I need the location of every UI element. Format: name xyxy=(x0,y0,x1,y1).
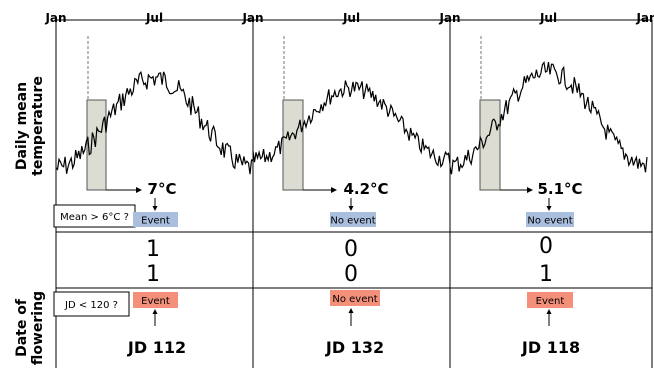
temperature-code: 0 xyxy=(344,237,358,262)
temperature-event-badge xyxy=(133,212,178,227)
arrowhead xyxy=(546,309,552,314)
temperature-event-badge xyxy=(330,212,376,227)
arrowhead xyxy=(546,206,552,211)
flowering-axis-label-line1: Date of xyxy=(14,298,30,357)
month-tick-label: Jan xyxy=(438,11,460,25)
flowering-event-badge xyxy=(527,292,573,308)
flowering-date: JD 112 xyxy=(127,338,186,357)
arrowhead xyxy=(348,206,354,211)
month-tick-label: Jan xyxy=(635,11,654,25)
month-axis: Jan Jul Jan Jul Jan Jul Jan xyxy=(44,11,654,25)
arrowhead xyxy=(152,206,158,211)
temperature-code: 1 xyxy=(146,237,160,262)
temperature-event-label: No event xyxy=(527,216,572,227)
flowering-date: JD 118 xyxy=(521,338,580,357)
averaging-window xyxy=(479,99,501,191)
month-tick-label: Jan xyxy=(241,11,263,25)
arrowhead xyxy=(527,187,533,193)
flowering-event-badge xyxy=(330,290,380,306)
flowering-event-badge xyxy=(133,292,178,308)
temperature-trace xyxy=(55,70,254,175)
month-tick-label: Jul xyxy=(145,11,163,25)
month-tick-label: Jul xyxy=(539,11,557,25)
flowering-code: 1 xyxy=(146,262,160,287)
flowering-event-label: Event xyxy=(536,296,565,307)
flowering-criterion-box xyxy=(53,291,130,317)
flowering-code: 1 xyxy=(539,262,553,287)
temperature-axis-label-line2: temperature xyxy=(30,76,46,176)
temperature-axis-label-line1: Daily mean xyxy=(14,82,30,170)
month-tick-label: Jan xyxy=(44,11,66,25)
averaging-window xyxy=(86,99,107,191)
temperature-event-label: Event xyxy=(141,216,170,227)
year-column: 5.1°C No event 0 1 Event JD 118 xyxy=(449,36,648,357)
temperature-panel xyxy=(55,19,653,233)
mean-temperature: 5.1°C xyxy=(537,180,582,198)
flowering-event-label: No event xyxy=(332,294,377,305)
temperature-criterion: Mean > 6°C ? xyxy=(60,212,129,223)
flowering-event-label: Event xyxy=(141,296,170,307)
flowering-date: JD 132 xyxy=(325,338,384,357)
flowering-axis-label-line2: flowering xyxy=(30,291,46,365)
mean-temperature: 4.2°C xyxy=(343,180,388,198)
temperature-trace xyxy=(252,80,451,169)
arrowhead xyxy=(152,309,158,314)
averaging-window xyxy=(282,99,304,191)
temperature-trace xyxy=(449,60,648,175)
binary-code-panel xyxy=(55,231,653,289)
year-column: 4.2°C No event 0 0 No event JD 132 xyxy=(252,36,451,357)
year-column: 7°C Event 1 1 Event JD 112 xyxy=(55,36,254,357)
mean-temperature: 7°C xyxy=(148,180,177,198)
temperature-code: 0 xyxy=(539,234,553,259)
month-tick-label: Jul xyxy=(342,11,360,25)
temperature-event-badge xyxy=(526,212,574,227)
flowering-code: 0 xyxy=(344,262,358,287)
flowering-criterion: JD < 120 ? xyxy=(64,300,118,311)
arrowhead xyxy=(348,308,354,313)
arrowhead xyxy=(136,187,142,193)
arrowhead xyxy=(331,187,337,193)
temperature-event-label: No event xyxy=(330,216,375,227)
